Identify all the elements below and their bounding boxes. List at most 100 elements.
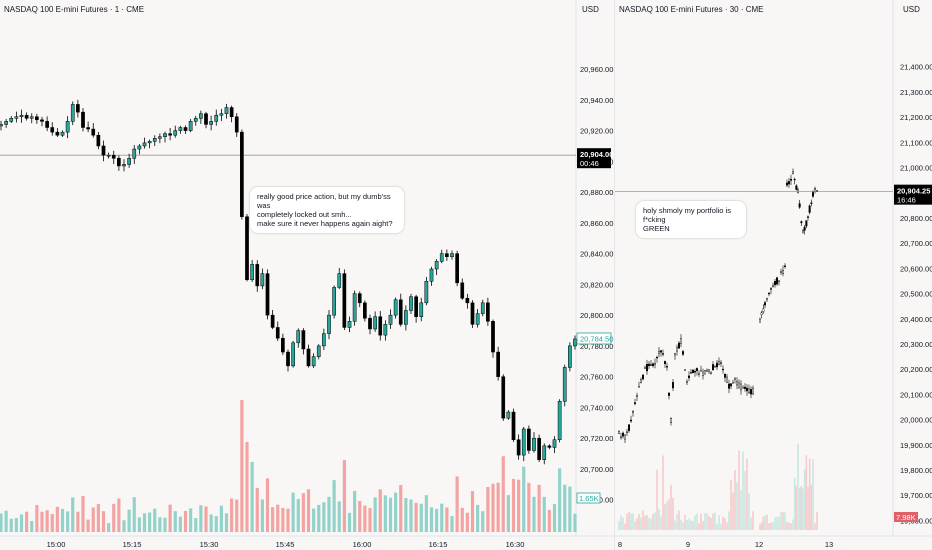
right-candle: [743, 383, 746, 392]
right-candle-body: [681, 351, 684, 355]
right-candle-body: [731, 382, 734, 384]
left-candle: [50, 122, 55, 136]
right-candle-body: [697, 373, 700, 375]
right-volume-bar: [808, 458, 811, 530]
left-chart-note[interactable]: really good price action, but my dumb'ss…: [250, 187, 404, 233]
left-candle-body: [281, 337, 285, 353]
right-candle-body: [678, 342, 681, 349]
left-candle-body: [357, 293, 362, 304]
left-candle: [91, 123, 96, 138]
right-volume-bar: [634, 521, 636, 530]
left-volume-bar: [50, 514, 54, 532]
left-current-price-tag: [576, 332, 612, 345]
right-candle: [791, 168, 794, 175]
right-candle-body: [765, 297, 768, 300]
left-last-price-timer: 00:46: [580, 159, 599, 168]
left-candle: [465, 293, 470, 309]
right-chart-title: NASDAQ 100 E-mini Futures · 30 · CME: [619, 5, 764, 14]
right-candle: [627, 424, 630, 433]
left-volume-bar: [506, 495, 510, 532]
right-volume-bar: [759, 523, 761, 530]
left-candle-body: [106, 154, 111, 157]
right-candle: [771, 282, 774, 288]
left-candle-body: [132, 148, 137, 159]
right-candle-body: [646, 364, 649, 372]
left-volume-bar: [168, 504, 172, 532]
left-candle-body: [388, 314, 393, 325]
left-candle-body: [163, 133, 167, 137]
left-candle: [152, 135, 157, 147]
right-candle-body: [747, 388, 750, 394]
left-candle-body: [521, 428, 526, 456]
right-candle: [676, 344, 679, 356]
left-candle: [296, 328, 301, 348]
right-candle-body: [763, 302, 766, 306]
left-volume-bar: [183, 510, 188, 532]
right-candle-body: [713, 366, 716, 368]
left-volume-bar: [260, 499, 264, 532]
right-candle: [654, 358, 657, 369]
right-candle-body: [705, 369, 708, 372]
right-candle: [619, 432, 622, 440]
left-candle: [521, 426, 526, 462]
left-volume-bar: [322, 502, 326, 532]
right-volume-bar: [716, 523, 718, 530]
right-candle-body: [618, 431, 621, 434]
right-candle-body: [711, 364, 714, 371]
left-y-tick-label: 20,800.00: [580, 311, 613, 320]
left-candle-body: [383, 324, 388, 336]
right-candle: [773, 278, 776, 288]
left-volume-bar: [342, 460, 346, 532]
right-candle: [729, 383, 732, 390]
right-candle-body: [719, 362, 722, 364]
right-volume-bar: [650, 518, 652, 530]
left-x-tick-label: 16:00: [353, 540, 372, 549]
right-candle: [735, 377, 738, 390]
right-candle: [656, 355, 659, 363]
right-volume-bar: [752, 511, 754, 530]
left-candle-body: [286, 351, 290, 367]
left-chart-pane[interactable]: 20,680.0020,700.0020,720.0020,740.0020,7…: [0, 0, 614, 550]
right-candle-body: [632, 411, 635, 413]
right-candle-body: [621, 432, 624, 437]
left-volume-bar: [399, 484, 403, 532]
right-currency-label[interactable]: USD: [903, 5, 920, 14]
left-candle-body: [347, 321, 352, 328]
left-candle-body: [532, 437, 536, 451]
left-currency-label[interactable]: USD: [582, 5, 599, 14]
right-candle-body: [687, 375, 690, 379]
right-y-tick-label: 21,300.00: [900, 88, 932, 97]
right-chart-svg[interactable]: 19,600.0019,700.0019,800.0019,900.0020,0…: [615, 0, 932, 550]
left-candle: [306, 344, 311, 368]
right-volume-bar: [732, 492, 734, 530]
right-volume-bar: [722, 517, 724, 530]
left-candle: [398, 293, 403, 327]
left-candle-body: [542, 445, 547, 460]
right-candle-body: [806, 216, 809, 218]
left-candle-body: [19, 114, 24, 117]
right-volume-bar: [710, 517, 712, 530]
right-candle-body: [656, 356, 659, 359]
right-chart-pane[interactable]: 19,600.0019,700.0019,800.0019,900.0020,0…: [614, 0, 932, 550]
right-candle: [693, 368, 696, 377]
left-volume-bar: [255, 487, 259, 532]
right-candle: [666, 362, 669, 371]
right-volume-bar: [800, 485, 803, 530]
right-volume-bar: [646, 515, 648, 530]
right-candle-body: [701, 371, 704, 376]
right-chart-note[interactable]: holy shmoly my portfolio is f*cking GREE…: [636, 201, 746, 238]
right-volume-bar: [628, 511, 630, 530]
left-x-tick-label: 16:30: [506, 540, 525, 549]
right-candle: [683, 369, 686, 371]
left-volume-bar: [281, 507, 285, 532]
right-candle: [795, 184, 798, 191]
right-candle: [709, 371, 712, 375]
left-candle: [542, 443, 547, 465]
left-volume-bar: [148, 512, 152, 532]
left-chart-svg[interactable]: 20,680.0020,700.0020,720.0020,740.0020,7…: [0, 0, 614, 550]
left-candle: [209, 115, 213, 131]
left-candle-body: [398, 299, 403, 325]
right-candle: [801, 229, 804, 234]
left-candle: [234, 113, 239, 137]
left-x-tick-label: 15:30: [200, 540, 219, 549]
